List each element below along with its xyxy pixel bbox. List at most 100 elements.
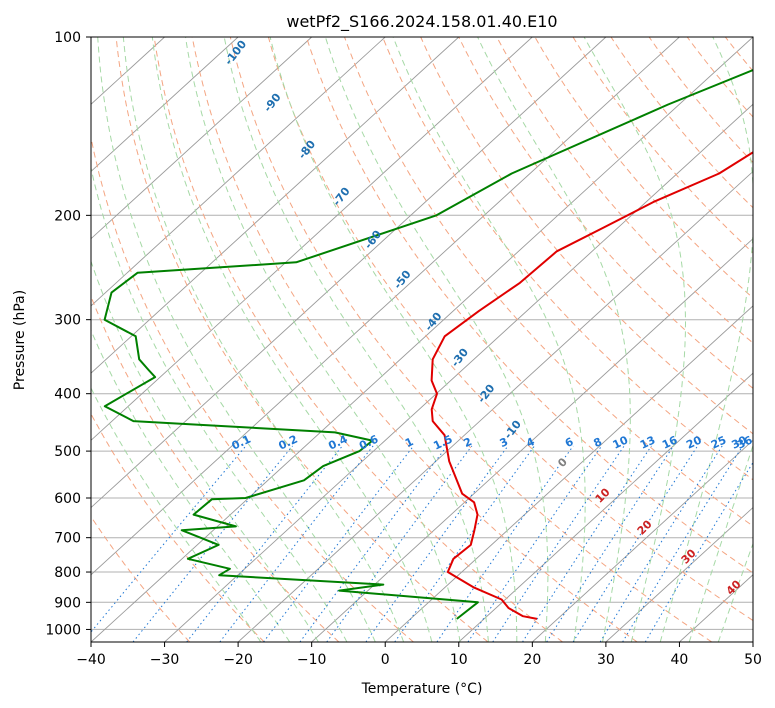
mixing-ratio-line: [326, 445, 473, 642]
x-tick-label: 20: [523, 652, 541, 668]
isotherm-line: [752, 641, 753, 642]
moist-adiabat-line: [477, 37, 631, 642]
y-tick-label: 1000: [45, 622, 81, 638]
axes: −40 −30 −20 −10 0 10 20 30 40 5010020030040050060…: [45, 30, 762, 668]
mixing-ratio-label: 6: [563, 435, 576, 450]
mixing-ratio-line: [522, 445, 652, 642]
isotherm-line: [91, 37, 313, 240]
mixing-ratio-label: 16: [660, 433, 680, 451]
mixing-ratio-line: [132, 445, 293, 642]
mixing-ratio-line: [599, 445, 723, 642]
dry-adiabat-line: [229, 37, 713, 642]
dry-adiabat-label: -70: [330, 185, 353, 209]
moist-adiabat-line: [91, 387, 262, 642]
y-tick-label: 600: [54, 491, 81, 507]
mixing-ratio-label: 1: [403, 435, 415, 450]
mixing-ratio-label: 13: [638, 433, 657, 451]
isotherm-line: [91, 37, 680, 576]
dry-adiabat-line: [91, 515, 191, 642]
mixing-ratio-line: [572, 445, 699, 642]
mixing-ratio-line: [91, 445, 247, 633]
y-tick-label: 100: [54, 30, 81, 46]
isotherm-line: [91, 37, 607, 509]
mixing-ratio-line: [299, 445, 448, 642]
mixing-ratio-line: [546, 445, 674, 642]
moist-adiabat-line: [269, 37, 518, 642]
isotherm-line: [91, 37, 386, 307]
y-tick-label: 200: [54, 208, 81, 224]
background-lines: [91, 24, 775, 642]
mixing-ratio-line: [219, 445, 374, 642]
isotherm-line: [91, 37, 753, 642]
dry-adiabat-label: -20: [475, 382, 498, 406]
isotherm-line: [458, 372, 753, 642]
isotherm-line: [91, 37, 460, 374]
moist-adiabat-line: [151, 37, 433, 642]
isotherm-line: [605, 506, 753, 642]
y-tick-label: 300: [54, 313, 81, 329]
dry-adiabat-line: [91, 295, 340, 642]
mixing-ratio-label: 1.5: [431, 433, 454, 453]
y-tick-label: 400: [54, 387, 81, 403]
mixing-ratio-line: [394, 445, 535, 642]
dewpoint-trace: [103, 69, 753, 620]
mixing-ratio-line: [263, 445, 414, 642]
moist-adiabat-line: [122, 37, 405, 642]
moist-adiabat-line: [717, 542, 753, 642]
x-tick-label: 50: [744, 652, 762, 668]
mixing-ratio-label: 0.2: [277, 433, 300, 453]
x-tick-label: −10: [297, 652, 327, 668]
isotherm-line: [91, 37, 239, 173]
temperature-trace: [430, 151, 753, 620]
moist-adiabat-line: [223, 37, 489, 642]
moist-adiabat-line: [659, 37, 753, 642]
mixing-ratio-line: [622, 445, 744, 642]
mixing-ratio-label: 30: [730, 433, 750, 451]
y-tick-label: 800: [54, 565, 81, 581]
isotherm-line: [164, 103, 753, 642]
isotherm-line: [384, 305, 753, 642]
dry-adiabat-line: [496, 37, 753, 344]
y-axis-title: Pressure (hPa): [12, 290, 28, 390]
x-tick-label: 0: [381, 652, 390, 668]
dry-adiabat-line: [382, 37, 753, 481]
mixing-ratio-label: 0.6: [357, 432, 380, 452]
mixing-ratio-label: 20: [684, 433, 704, 451]
dry-adiabat-label: -90: [261, 91, 284, 115]
mixing-ratio-label: 0.1: [230, 433, 253, 453]
moist-adiabat-line: [97, 37, 376, 642]
line-labels: -100-90-80-70-60-50-40-30-20-100.1 0.2 0.4…: [222, 38, 755, 598]
dry-adiabat-line: [343, 37, 753, 527]
mixing-ratio-label: 4: [524, 435, 537, 450]
dry-adiabat-line: [420, 37, 753, 435]
plot-frame: [90, 36, 754, 643]
x-tick-label: −20: [223, 652, 253, 668]
mixing-ratio-label: 36: [735, 433, 755, 451]
isotherm-line: [311, 238, 753, 642]
moist-adiabat-line: [91, 259, 319, 642]
moist-adiabat-line: [392, 37, 586, 642]
mixing-ratio-line: [644, 461, 753, 642]
y-tick-label: 900: [54, 595, 81, 611]
moist-adiabat-label: 30: [679, 546, 699, 566]
dry-adiabat-line: [753, 24, 775, 642]
y-tick-label: 500: [54, 444, 81, 460]
dry-adiabat-line: [191, 37, 638, 642]
x-tick-label: −30: [150, 652, 180, 668]
x-tick-label: 10: [450, 652, 468, 668]
chart-title: wetPf2_S166.2024.158.01.40.E10: [286, 12, 557, 32]
dry-adiabat-line: [686, 37, 753, 118]
mixing-ratio-line: [492, 445, 625, 642]
mixing-ratio-line: [467, 445, 603, 642]
moist-adiabat-line: [688, 444, 753, 642]
dry-adiabat-line: [267, 37, 753, 622]
isotherm-line: [237, 170, 753, 642]
mixing-ratio-label: 25: [709, 433, 728, 451]
x-tick-label: 30: [597, 652, 615, 668]
dry-adiabat-label: -80: [296, 138, 319, 162]
moist-adiabat-line: [91, 328, 291, 642]
mixing-ratio-line: [436, 445, 574, 642]
moist-adiabat-label: 20: [635, 517, 655, 537]
isotherm-line: [531, 439, 753, 642]
